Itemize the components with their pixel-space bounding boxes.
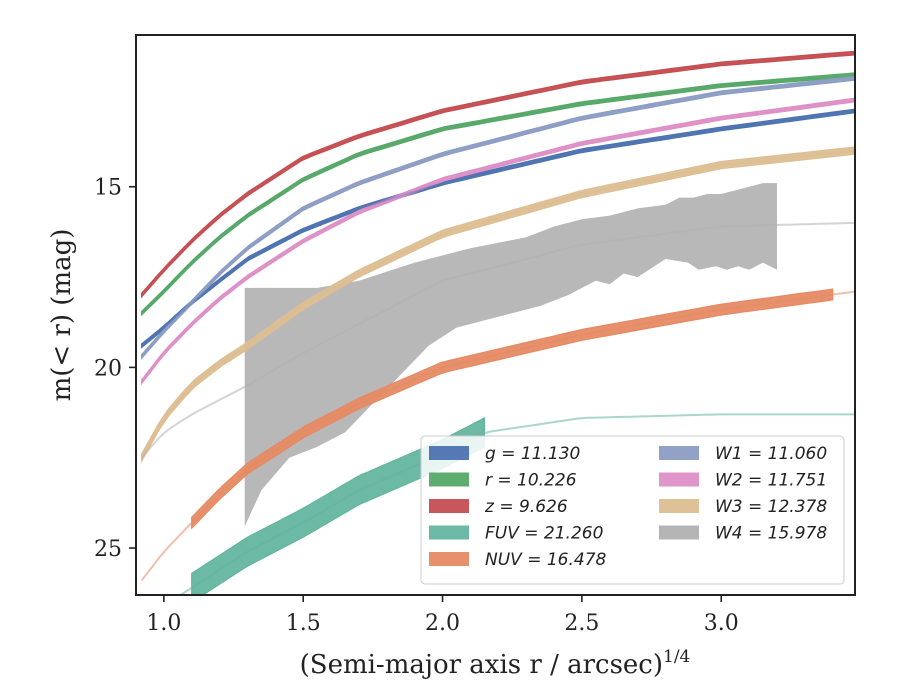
y-tick-label: 25 (94, 537, 122, 562)
y-tick-label: 15 (94, 176, 122, 201)
x-tick-label: 2.5 (564, 611, 599, 636)
series-band-nuv (191, 288, 834, 530)
y-tick-label: 20 (94, 356, 122, 381)
series-line-w1 (140, 77, 855, 358)
x-tick-label: 2.0 (425, 611, 460, 636)
series-line-w2 (140, 99, 855, 383)
series-band-z (141, 50, 855, 299)
legend-swatch-w3 (659, 499, 699, 513)
series-line-fuv (178, 413, 855, 595)
legend-swatch-nuv (429, 552, 469, 566)
x-tick-label: 3.0 (704, 611, 739, 636)
legend-swatch-w2 (659, 472, 699, 487)
legend-label-nuv: NUV = 16.478 (485, 550, 607, 570)
legend-label-w2: W2 = 11.751 (715, 471, 827, 491)
legend-swatch-w4 (659, 525, 699, 540)
series-line-z (140, 52, 855, 296)
legend-swatch-z (429, 499, 469, 513)
series-band-w3 (141, 146, 855, 464)
series-line-r (140, 73, 855, 314)
x-axis-label: (Semi-major axis r / arcsec)1/4 (300, 647, 691, 680)
legend-swatch-g (429, 446, 469, 460)
legend-swatch-r (429, 472, 469, 487)
series-band-w1 (141, 75, 855, 361)
legend-label-w4: W4 = 15.978 (715, 524, 827, 544)
legend-swatch-w1 (659, 446, 699, 460)
legend-box (420, 435, 845, 585)
legend-label-w1: W1 = 11.060 (715, 444, 827, 464)
y-axis-label: m(< r) (mag) (47, 229, 77, 402)
plot-frame (135, 34, 856, 596)
legend-label-g: g = 11.130 (485, 444, 580, 464)
legend-label-r: r = 10.226 (485, 471, 577, 491)
series-band-r (141, 72, 855, 317)
legend-label-w3: W3 = 12.378 (715, 497, 827, 517)
x-tick-label: 1.5 (286, 611, 321, 636)
legend-label-fuv: FUV = 21.260 (485, 524, 603, 544)
legend-swatch-fuv (429, 525, 469, 540)
series-line-g (140, 109, 855, 347)
legend: g = 11.130 r = 10.226 z = 9.626 FUV = 21.26… (420, 435, 845, 585)
series-line-w3 (140, 149, 855, 459)
legend-label-z: z = 9.626 (484, 497, 568, 517)
series-line-nuv (140, 290, 855, 582)
series-band-w4 (244, 183, 777, 527)
x-tick-label: 1.0 (146, 611, 181, 636)
series-line-w4 (140, 221, 855, 459)
